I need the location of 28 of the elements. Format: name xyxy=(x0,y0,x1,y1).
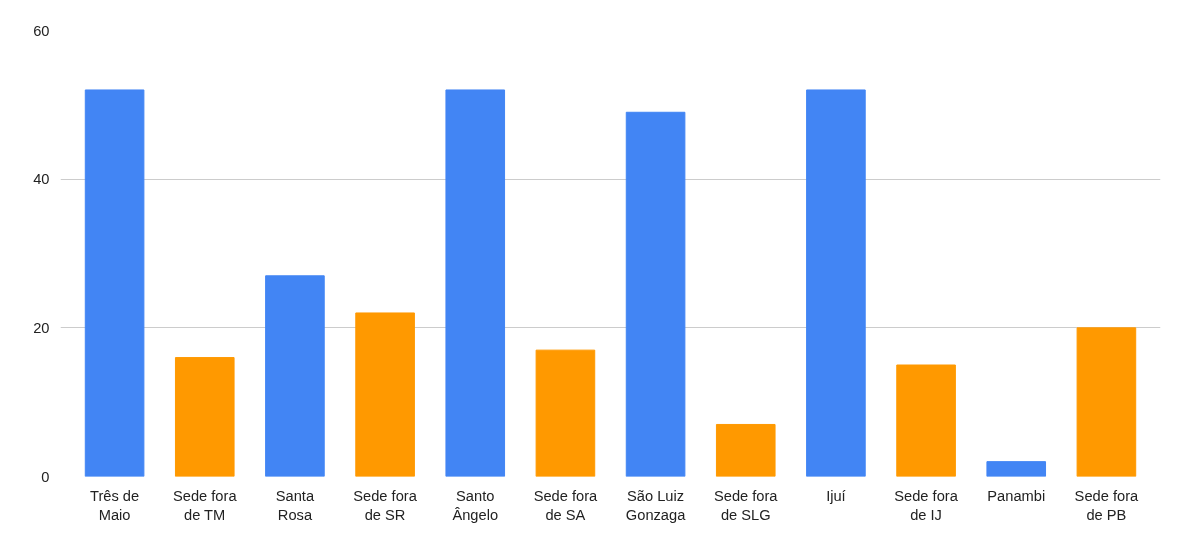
bar xyxy=(174,357,235,477)
x-tick-label: Santa Rosa xyxy=(275,487,315,523)
y-tick-label: 60 xyxy=(33,22,50,39)
bar xyxy=(715,423,776,477)
x-tick-label: Sede fora de TM xyxy=(172,487,238,523)
bar xyxy=(84,89,145,477)
bar xyxy=(355,312,415,477)
x-tick-label: Ijuí xyxy=(826,487,846,504)
x-tick-label: Três de Maio xyxy=(90,487,140,523)
y-tick-label: 40 xyxy=(33,171,50,188)
bar xyxy=(896,364,956,477)
x-tick-label: Sede fora de IJ xyxy=(894,487,959,523)
bar xyxy=(625,111,686,477)
x-tick-label: São Luiz Gonzaga xyxy=(625,487,687,523)
x-tick-label: Sede fora de SLG xyxy=(713,487,779,523)
bar xyxy=(265,275,325,477)
x-tick-label: Sede fora de SA xyxy=(533,487,599,523)
bar xyxy=(1076,327,1137,477)
x-tick-label: Sede fora de SR xyxy=(353,487,418,523)
bar xyxy=(986,461,1047,477)
x-tick-label: Sede fora de PB xyxy=(1074,487,1140,523)
bar xyxy=(445,89,506,477)
x-tick-label: Santo Ângelo xyxy=(452,487,499,523)
y-tick-label: 20 xyxy=(33,319,50,336)
y-tick-label: 0 xyxy=(41,468,50,485)
bar xyxy=(535,349,596,477)
x-tick-label: Panambi xyxy=(987,487,1046,504)
bar xyxy=(806,89,866,477)
